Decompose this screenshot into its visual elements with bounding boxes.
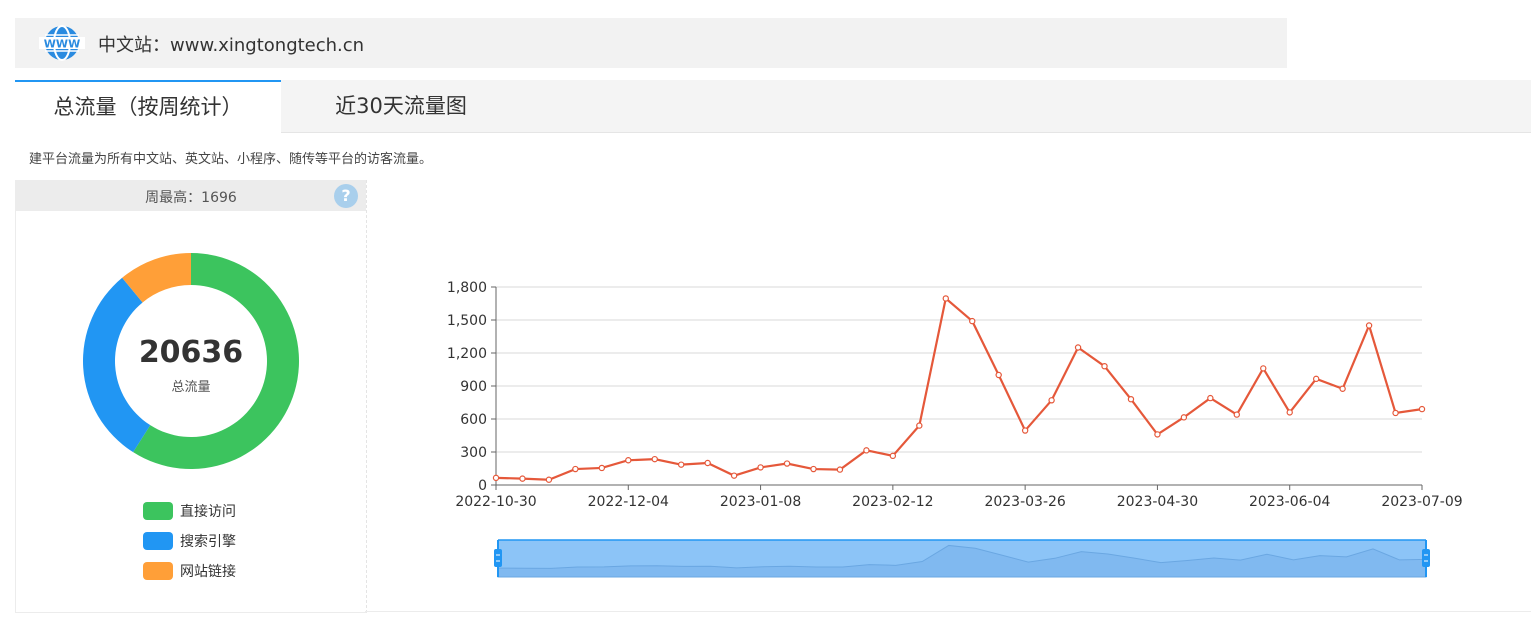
data-point[interactable] [1418,405,1426,413]
x-tick-label: 2022-10-30 [455,494,536,510]
x-tick-label: 2023-04-30 [1117,494,1198,510]
data-point[interactable] [1339,385,1346,392]
data-point[interactable] [1048,397,1055,404]
x-tick-label: 2023-01-08 [720,494,801,510]
tab-bar: 总流量（按周统计） 近30天流量图 [15,80,1531,134]
data-point[interactable] [492,474,500,482]
site-bar: WWW 中文站：www.xingtongtech.cn [15,18,1287,68]
data-point[interactable] [1101,362,1108,370]
total-traffic-value: 20636 [139,335,243,370]
x-tick-label: 2023-07-09 [1381,494,1462,510]
datazoom-left-handle[interactable] [494,549,502,567]
y-tick-label: 300 [460,445,487,461]
data-point[interactable] [1180,414,1188,421]
www-globe-icon: WWW [39,25,85,61]
data-point[interactable] [1154,431,1161,438]
total-traffic-label: 总流量 [171,380,210,395]
data-point[interactable] [995,371,1002,379]
data-point[interactable] [625,457,632,464]
legend-swatch-direct [143,502,173,520]
data-point[interactable] [1127,395,1135,403]
weekly-traffic-line-chart: 0 300 600 900 1,200 1,500 1,800 2022-10-30 2022-… [447,280,1463,578]
data-point[interactable] [704,459,711,467]
data-point[interactable] [678,461,685,468]
divider [365,611,1531,612]
data-point[interactable] [1207,394,1214,402]
data-point[interactable] [1260,365,1267,372]
data-point[interactable] [572,465,579,473]
tab-last-30-days[interactable]: 近30天流量图 [335,94,467,118]
description-text: 建平台流量为所有中文站、英文站、小程序、随传等平台的访客流量。 [29,152,433,167]
summary-panel: 周最高：1696 ? 20636 总流量 直接访问 搜索引擎 网站链接 [15,180,367,613]
y-tick-label: 0 [478,478,487,494]
y-tick-label: 1,500 [447,313,487,329]
data-point[interactable] [810,465,817,473]
peak-bar: 周最高：1696 ? [16,180,366,211]
data-point[interactable] [598,464,606,472]
data-point[interactable] [836,466,844,473]
donut-slice-0[interactable] [133,253,299,469]
traffic-series-line [495,296,1423,481]
y-tick-label: 900 [460,379,487,395]
data-point[interactable] [889,452,897,460]
data-point[interactable] [1021,427,1029,434]
data-point[interactable] [545,476,553,483]
www-icon-text: WWW [44,38,80,51]
weekly-peak-label: 周最高：1696 [145,190,237,206]
data-point[interactable] [730,472,738,479]
y-tick-label: 600 [460,412,487,428]
x-tick-label: 2023-02-12 [852,494,933,510]
x-tick-label: 2022-12-04 [588,494,669,510]
data-point[interactable] [519,475,526,482]
data-point[interactable] [969,317,976,325]
y-tick-label: 1,200 [447,346,487,362]
data-point[interactable] [1233,411,1241,418]
donut-slice-1[interactable] [82,277,151,453]
data-point[interactable] [783,460,791,467]
datazoom-preview [497,544,1427,578]
data-point[interactable] [1286,409,1293,416]
datazoom-right-handle[interactable] [1422,549,1430,567]
donut-slice-2[interactable] [122,253,191,303]
data-point[interactable] [651,455,658,463]
traffic-donut-chart: 20636 总流量 [82,253,299,469]
data-point[interactable] [1074,344,1082,351]
question-icon[interactable]: ? [334,184,358,208]
data-point[interactable] [942,295,949,302]
x-tick-label: 2023-03-26 [984,494,1065,510]
x-tick-label: 2023-06-04 [1249,494,1330,510]
data-point[interactable] [1312,375,1320,383]
legend-swatch-link [143,562,173,580]
data-point[interactable] [1365,322,1373,329]
legend-swatch-search [143,532,173,550]
site-label[interactable]: 中文站：www.xingtongtech.cn [98,35,365,56]
y-tick-label: 1,800 [447,280,487,296]
data-point[interactable] [916,422,923,429]
legend-label-search: 搜索引擎 [180,534,236,550]
legend-label-direct: 直接访问 [180,504,236,520]
data-point[interactable] [863,447,870,454]
legend-label-link: 网站链接 [180,564,236,580]
tab-total-traffic-weekly[interactable]: 总流量（按周统计） [15,80,281,134]
data-point[interactable] [757,464,764,471]
data-point[interactable] [1392,409,1399,417]
